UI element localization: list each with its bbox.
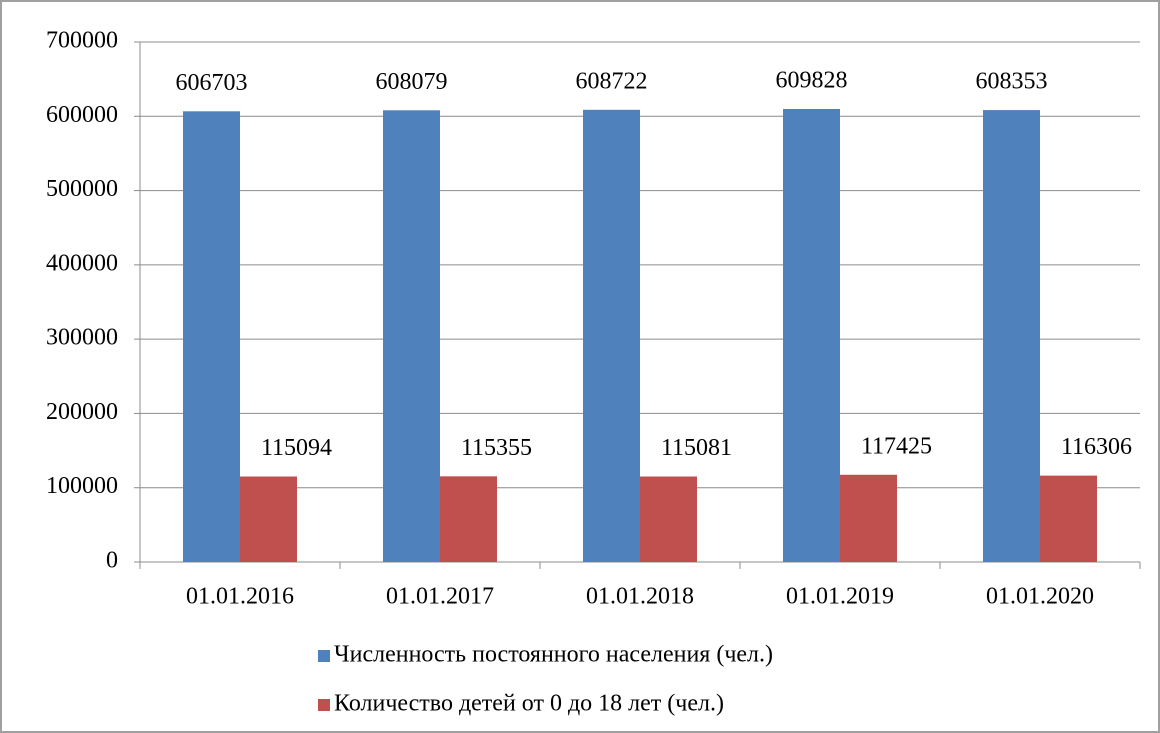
data-label: 116306 (1061, 434, 1132, 460)
bar (1040, 475, 1097, 562)
x-tick-label: 01.01.2019 (786, 584, 894, 610)
data-label: 115081 (661, 435, 732, 461)
x-tick-label: 01.01.2018 (586, 584, 694, 610)
legend-label: Количество детей от 0 до 18 лет (чел.) (334, 691, 724, 717)
bar (440, 476, 497, 562)
bar (240, 476, 297, 562)
data-label: 117425 (861, 433, 932, 459)
x-tick-label: 01.01.2016 (186, 584, 294, 610)
x-tick-label: 01.01.2020 (986, 584, 1094, 610)
bar (783, 108, 840, 562)
legend-swatch (318, 650, 330, 662)
data-label: 608353 (976, 69, 1048, 95)
bar (640, 476, 697, 562)
bar (983, 110, 1040, 562)
y-tick-label: 600000 (46, 102, 118, 128)
y-tick-label: 0 (106, 548, 118, 574)
bar (840, 474, 897, 562)
data-label: 115094 (261, 435, 332, 461)
y-tick-label: 200000 (46, 399, 118, 425)
y-tick-label: 100000 (46, 473, 118, 499)
data-label: 115355 (461, 435, 532, 461)
y-tick-label: 400000 (46, 250, 118, 276)
x-tick-label: 01.01.2017 (386, 584, 494, 610)
data-label: 606703 (176, 70, 248, 96)
data-label: 609828 (776, 67, 848, 93)
legend-swatch (318, 699, 330, 711)
bar (583, 109, 640, 562)
bar (183, 111, 240, 563)
bar (383, 110, 440, 562)
data-label: 608079 (376, 69, 448, 95)
legend-label: Численность постоянного населения (чел.) (334, 642, 773, 668)
y-tick-label: 500000 (46, 176, 118, 202)
y-tick-label: 700000 (46, 28, 118, 54)
y-tick-label: 300000 (46, 325, 118, 351)
data-label: 608722 (576, 68, 648, 94)
